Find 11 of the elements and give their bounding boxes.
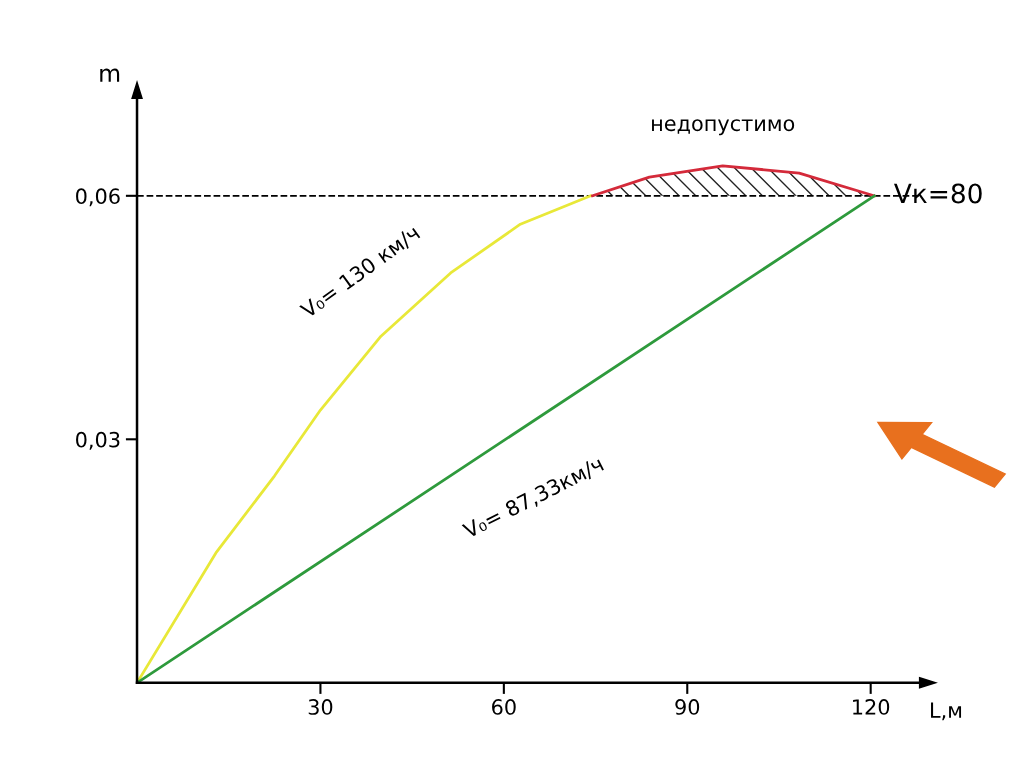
x-tick-label: 120 bbox=[853, 699, 890, 715]
y-tick-label: 0,06 bbox=[76, 188, 120, 207]
y-axis-title: m bbox=[100, 68, 120, 82]
x-tick-label: 90 bbox=[675, 699, 700, 715]
x-tick-label: 60 bbox=[492, 699, 516, 715]
annotation: недопустимо bbox=[652, 119, 795, 136]
x-axis-title: L,м bbox=[931, 702, 962, 721]
annotation: Vк=80 bbox=[894, 183, 982, 204]
x-tick-label: 30 bbox=[308, 699, 333, 715]
y-tick-label: 0,03 bbox=[76, 431, 120, 450]
annotation: V₀= 130 км/ч bbox=[299, 224, 422, 321]
